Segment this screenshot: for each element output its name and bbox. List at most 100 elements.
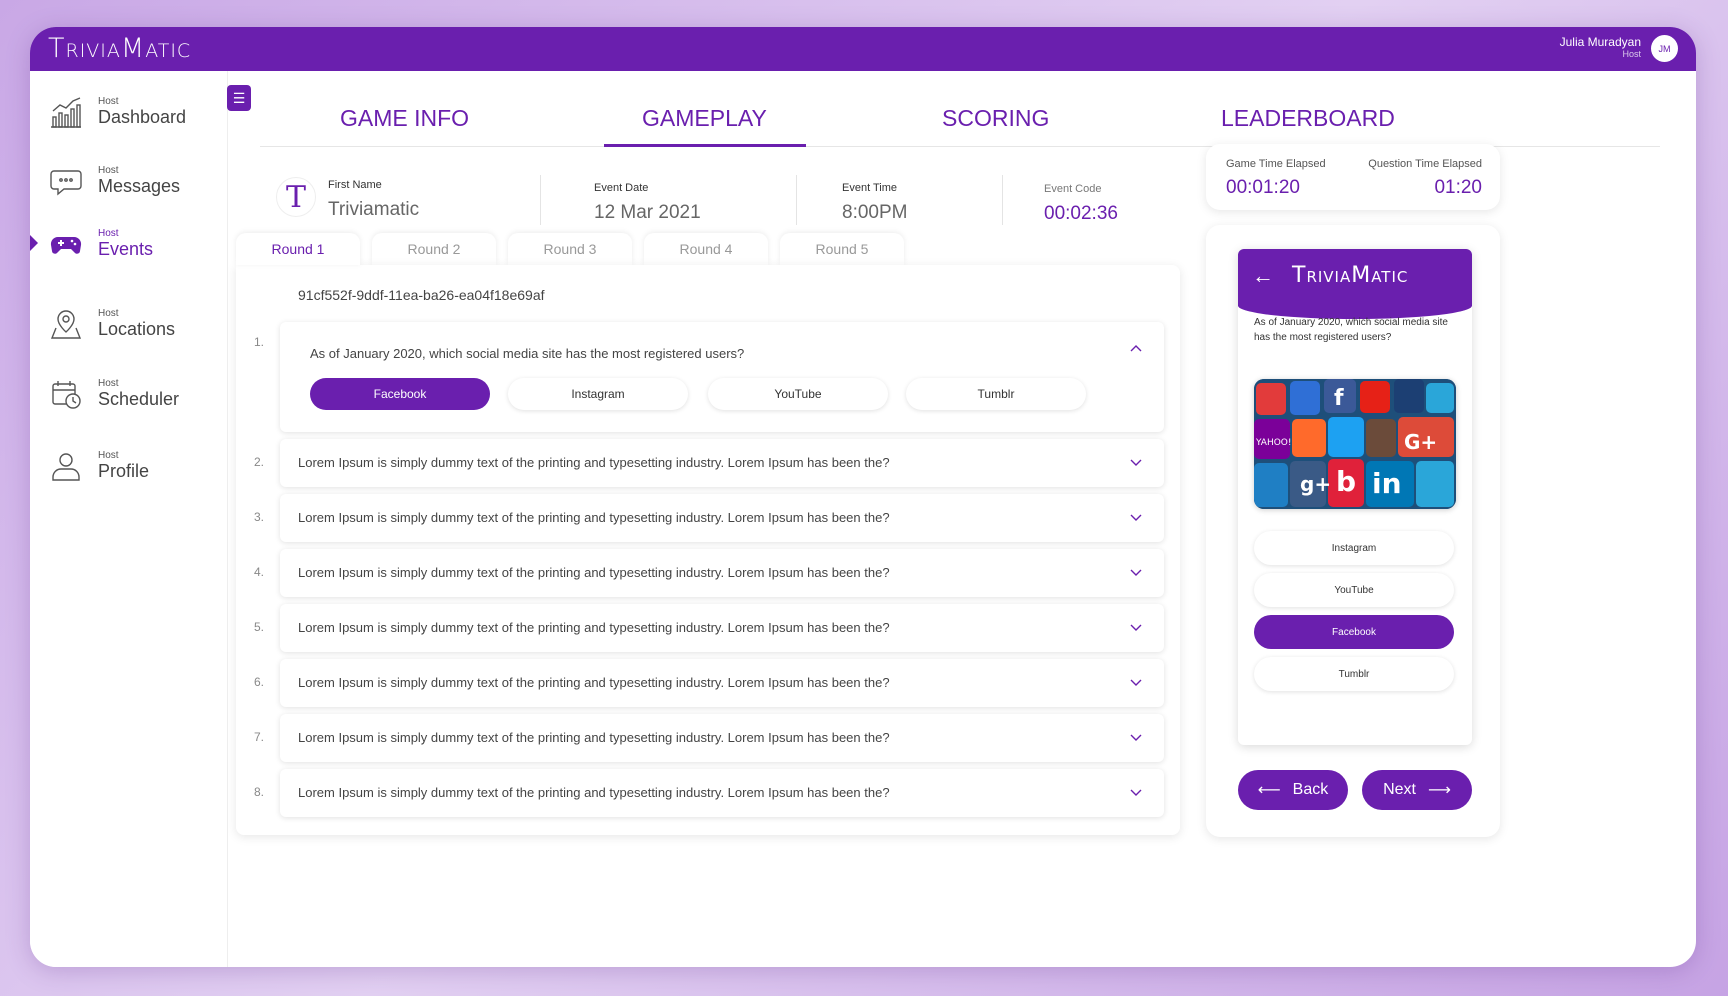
round-tab-1[interactable]: Round 1: [236, 233, 360, 265]
chevron-down-icon[interactable]: [1130, 622, 1142, 634]
back-button[interactable]: ⟵ Back: [1238, 770, 1348, 810]
question-text: Lorem Ipsum is simply dummy text of the …: [298, 565, 890, 580]
avatar[interactable]: JM: [1651, 35, 1678, 62]
svg-text:g+: g+: [1300, 472, 1331, 496]
menu-toggle-button[interactable]: ☰: [227, 85, 251, 111]
sidebar-item-profile[interactable]: Host Profile: [48, 441, 218, 491]
divider: [796, 175, 797, 225]
sidebar-item-locations[interactable]: Host Locations: [48, 299, 218, 349]
social-media-image: f G+ YAHOO! g+ b in: [1254, 379, 1456, 509]
chevron-down-icon[interactable]: [1130, 457, 1142, 469]
top-bar: TriviaMatic Julia Muradyan Host JM: [30, 27, 1696, 71]
chevron-down-icon[interactable]: [1130, 732, 1142, 744]
sidebar-item-dashboard[interactable]: Host Dashboard: [48, 87, 218, 137]
sidebar-item-scheduler[interactable]: Host Scheduler: [48, 369, 218, 419]
question-text: Lorem Ipsum is simply dummy text of the …: [298, 510, 890, 525]
event-info-bar: T First Name Triviamatic Event Date 12 M…: [260, 169, 1206, 241]
event-time-label: Event Time: [842, 182, 898, 194]
tab-leaderboard[interactable]: LEADERBOARD: [1221, 105, 1395, 131]
chat-bubble-icon: [48, 163, 84, 199]
first-name-value: Triviamatic: [328, 199, 420, 220]
chevron-down-icon[interactable]: [1130, 677, 1142, 689]
calendar-clock-icon: [48, 376, 84, 412]
event-date-label: Event Date: [594, 182, 649, 194]
phone-brand: TriviaMatic: [1292, 263, 1409, 288]
divider: [1002, 175, 1003, 225]
event-time-value: 8:00PM: [842, 202, 908, 223]
sidebar-item-small: Host: [98, 228, 119, 239]
svg-text:f: f: [1334, 386, 1344, 411]
tab-gameplay[interactable]: GAMEPLAY: [642, 105, 767, 131]
chevron-down-icon[interactable]: [1130, 787, 1142, 799]
question-number: 8.: [254, 785, 265, 799]
phone-answer-facebook[interactable]: Facebook: [1254, 615, 1454, 649]
game-time-value: 00:01:20: [1226, 177, 1300, 198]
phone-answer-tumblr[interactable]: Tumblr: [1254, 657, 1454, 691]
game-time-label: Game Time Elapsed: [1226, 158, 1326, 170]
question-card[interactable]: Lorem Ipsum is simply dummy text of the …: [280, 439, 1164, 487]
timer-card: Game Time Elapsed 00:01:20 Question Time…: [1206, 144, 1500, 210]
question-number: 7.: [254, 730, 265, 744]
phone-question: As of January 2020, which social media s…: [1254, 317, 1448, 343]
sidebar-item-small: Host: [98, 378, 119, 389]
sidebar: Host Dashboard Host Messages: [30, 71, 228, 967]
sidebar-item-small: Host: [98, 450, 119, 461]
answer-option-instagram[interactable]: Instagram: [508, 378, 688, 410]
sidebar-item-messages[interactable]: Host Messages: [48, 156, 218, 206]
question-time-label: Question Time Elapsed: [1368, 158, 1482, 170]
event-logo: T: [276, 177, 316, 217]
event-code-field: Event Code 00:02:36: [1044, 183, 1118, 225]
round-tab-2[interactable]: Round 2: [372, 233, 496, 265]
question-text: Lorem Ipsum is simply dummy text of the …: [298, 455, 890, 470]
question-text: Lorem Ipsum is simply dummy text of the …: [298, 675, 890, 690]
user-name: Julia Muradyan: [1559, 35, 1641, 49]
question-text: Lorem Ipsum is simply dummy text of the …: [298, 730, 890, 745]
app-window: TriviaMatic Julia Muradyan Host JM Host …: [30, 27, 1696, 967]
question-card[interactable]: Lorem Ipsum is simply dummy text of the …: [280, 604, 1164, 652]
event-code-label: Event Code: [1044, 183, 1102, 195]
svg-text:YAHOO!: YAHOO!: [1255, 438, 1292, 448]
phone-answer-youtube[interactable]: YouTube: [1254, 573, 1454, 607]
answer-option-tumblr[interactable]: Tumblr: [906, 378, 1086, 410]
round-tab-3[interactable]: Round 3: [508, 233, 632, 265]
sidebar-item-events[interactable]: Host Events: [48, 219, 218, 269]
phone-answer-instagram[interactable]: Instagram: [1254, 531, 1454, 565]
answer-option-youtube[interactable]: YouTube: [708, 378, 888, 410]
dashboard-chart-icon: [48, 94, 84, 130]
sidebar-item-label: Profile: [98, 461, 150, 481]
tab-scoring[interactable]: SCORING: [942, 105, 1050, 131]
back-label: Back: [1292, 781, 1329, 798]
question-card[interactable]: Lorem Ipsum is simply dummy text of the …: [280, 714, 1164, 762]
question-number: 5.: [254, 620, 265, 634]
event-date-field: Event Date 12 Mar 2021: [594, 182, 701, 224]
round-tab-4[interactable]: Round 4: [644, 233, 768, 265]
question-card[interactable]: Lorem Ipsum is simply dummy text of the …: [280, 659, 1164, 707]
chevron-up-icon[interactable]: [1130, 342, 1142, 354]
user-role: Host: [1622, 49, 1641, 59]
round-tab-5[interactable]: Round 5: [780, 233, 904, 265]
question-card[interactable]: Lorem Ipsum is simply dummy text of the …: [280, 494, 1164, 542]
questions-panel: 91cf552f-9ddf-11ea-ba26-ea04f18e69af 1. …: [236, 265, 1180, 835]
svg-text:b: b: [1336, 465, 1356, 498]
user-info[interactable]: Julia Muradyan Host: [1560, 35, 1641, 59]
map-pin-icon: [48, 306, 84, 342]
active-nav-marker: [30, 235, 38, 251]
chevron-down-icon[interactable]: [1130, 512, 1142, 524]
chevron-down-icon[interactable]: [1130, 567, 1142, 579]
arrow-left-icon[interactable]: ←: [1252, 263, 1274, 288]
phone-preview: ← TriviaMatic As of January 2020, which …: [1238, 249, 1472, 745]
answer-option-facebook[interactable]: Facebook: [310, 378, 490, 410]
first-name-label: First Name: [328, 179, 382, 191]
phone-header: ← TriviaMatic: [1238, 249, 1472, 319]
sidebar-item-label: Scheduler: [98, 389, 180, 409]
brand-logo: TriviaMatic: [48, 33, 192, 64]
tab-game-info[interactable]: GAME INFO: [340, 105, 470, 131]
next-button[interactable]: Next ⟶: [1362, 770, 1472, 810]
question-card[interactable]: Lorem Ipsum is simply dummy text of the …: [280, 769, 1164, 817]
main-tabs: GAME INFO GAMEPLAY SCORING LEADERBOARD: [260, 91, 1660, 147]
phone-preview-card: ← TriviaMatic As of January 2020, which …: [1206, 225, 1500, 837]
sidebar-item-label: Locations: [98, 319, 176, 339]
event-date-value: 12 Mar 2021: [594, 202, 701, 223]
question-card-expanded[interactable]: As of January 2020, which social media s…: [280, 322, 1164, 432]
question-card[interactable]: Lorem Ipsum is simply dummy text of the …: [280, 549, 1164, 597]
